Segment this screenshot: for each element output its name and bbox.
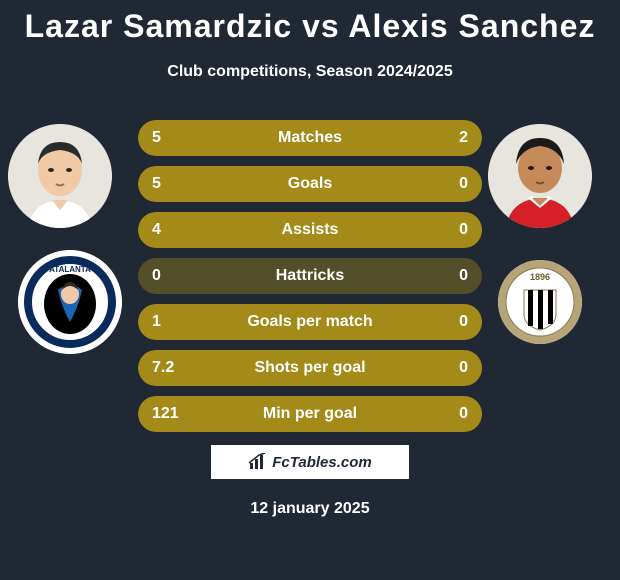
stat-row-hattricks: 0 Hattricks 0 <box>138 258 482 294</box>
stat-value-right: 0 <box>459 396 468 432</box>
stats-area: 5 Matches 2 5 Goals 0 4 Assists 0 0 Hatt… <box>0 120 620 442</box>
stat-label: Hattricks <box>138 258 482 294</box>
stat-value-right: 0 <box>459 350 468 386</box>
stat-row-assists: 4 Assists 0 <box>138 212 482 248</box>
stat-value-right: 0 <box>459 258 468 294</box>
stat-row-shots-per-goal: 7.2 Shots per goal 0 <box>138 350 482 386</box>
stat-row-min-per-goal: 121 Min per goal 0 <box>138 396 482 432</box>
stat-row-goals: 5 Goals 0 <box>138 166 482 202</box>
stat-label: Matches <box>138 120 482 156</box>
page-title: Lazar Samardzic vs Alexis Sanchez <box>0 0 620 45</box>
stat-row-matches: 5 Matches 2 <box>138 120 482 156</box>
stat-label: Assists <box>138 212 482 248</box>
subtitle: Club competitions, Season 2024/2025 <box>0 63 620 81</box>
brand-chart-icon <box>248 453 268 471</box>
stat-label: Goals <box>138 166 482 202</box>
stat-label: Min per goal <box>138 396 482 432</box>
brand-badge: FcTables.com <box>210 444 410 480</box>
brand-text: FcTables.com <box>272 454 371 471</box>
stat-label: Shots per goal <box>138 350 482 386</box>
stat-value-right: 0 <box>459 212 468 248</box>
stat-row-goals-per-match: 1 Goals per match 0 <box>138 304 482 340</box>
stat-value-right: 0 <box>459 304 468 340</box>
stat-value-right: 0 <box>459 166 468 202</box>
stat-value-right: 2 <box>459 120 468 156</box>
stat-label: Goals per match <box>138 304 482 340</box>
footer-date: 12 january 2025 <box>0 500 620 518</box>
